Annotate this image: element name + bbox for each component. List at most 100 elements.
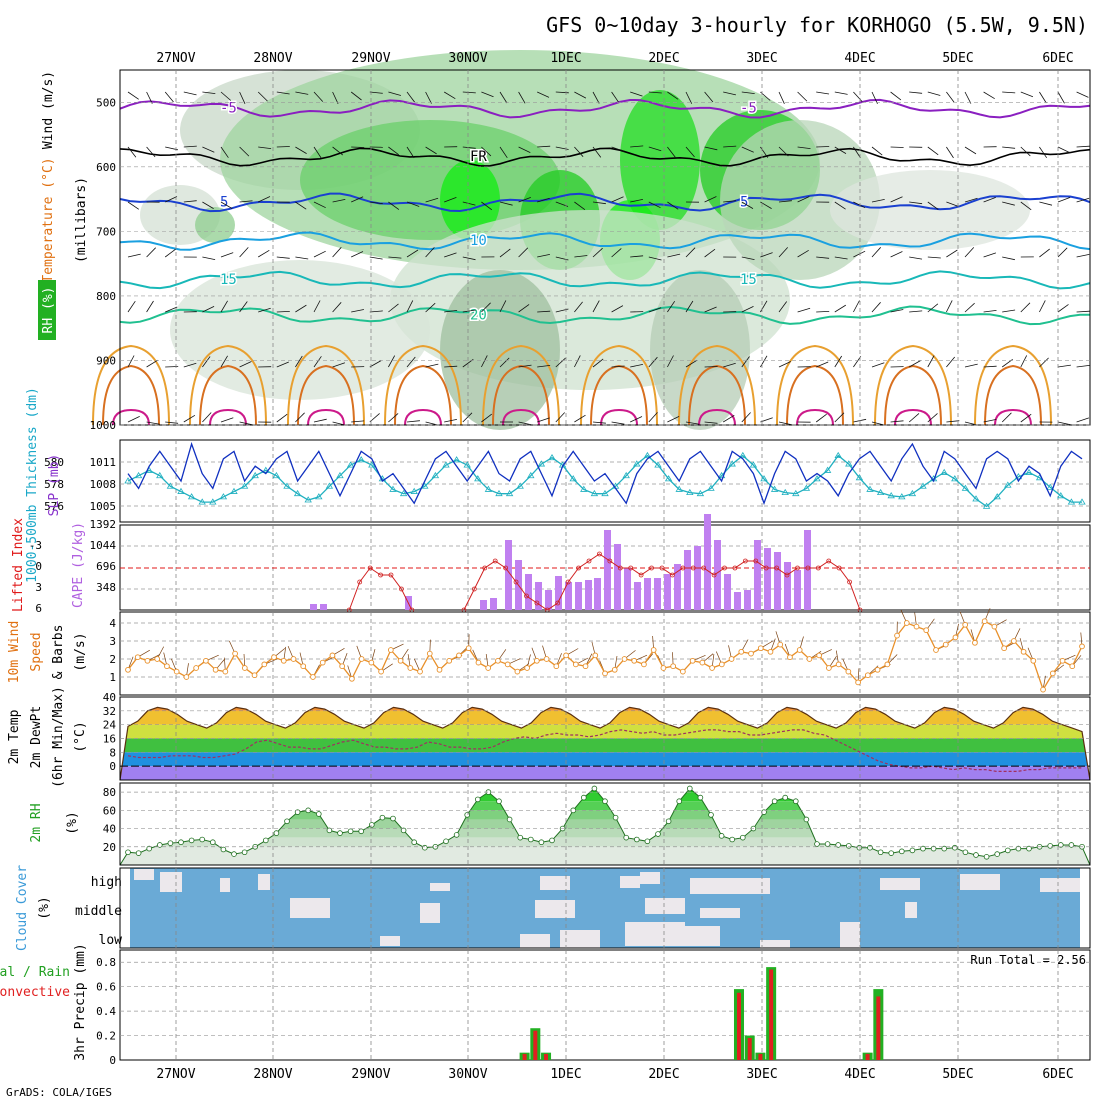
li-line (348, 553, 861, 611)
li-point (565, 579, 571, 585)
isotherm-label: 20 (470, 307, 487, 323)
wind-speed-point (1049, 670, 1056, 677)
rh-point (973, 852, 979, 858)
wind-barb (853, 201, 866, 209)
wind-barb (778, 421, 792, 426)
thickness-point (134, 471, 143, 479)
wind-speed-point (134, 654, 141, 661)
wind-barb (258, 307, 271, 313)
thickness-point (823, 466, 832, 473)
isotherm-label: FR (470, 149, 487, 165)
wind-barb (927, 256, 941, 259)
wind-barb (760, 300, 768, 313)
wind-speed-point (271, 654, 277, 661)
wind-barb (667, 201, 679, 210)
wind-barb (574, 355, 581, 368)
run-total: Run Total = 2.56 (970, 953, 1086, 967)
wind-barb (499, 357, 510, 368)
wind-barb (1057, 247, 1068, 258)
warm-contour (580, 344, 658, 426)
rh-shading (440, 270, 560, 430)
wind-barb (685, 421, 699, 425)
wind-barb (183, 200, 197, 203)
warm-contour (199, 364, 257, 426)
wind-barb (369, 413, 380, 423)
temp-tick: 16 (103, 733, 116, 746)
wind-barb (444, 365, 458, 368)
wind-barb (723, 145, 737, 148)
cape-bar (784, 562, 791, 610)
wind-barb (685, 91, 693, 104)
precipitation-panel: 0.8 0.6 0.4 0.2 0 Run Total = 2.56 Total / Rai… (0, 943, 1091, 1067)
rh-point (347, 828, 354, 835)
date-label-bottom: 1DEC (550, 1067, 581, 1082)
thickness-point (728, 460, 736, 467)
date-label-bottom: 28NOV (253, 1067, 292, 1082)
thickness-point (887, 492, 895, 499)
isotherm-10 (119, 231, 1091, 251)
wind-speed-point (436, 666, 443, 673)
wind-barb (351, 420, 365, 423)
wind-barb (202, 91, 216, 94)
thickness-point (993, 493, 1001, 500)
li-ylabel: Lifted Index (11, 518, 26, 612)
wind-barb (890, 196, 903, 203)
wind-barb (574, 255, 588, 258)
wind-speed-point (232, 650, 238, 657)
thickness-point (1078, 498, 1086, 505)
rh-point (909, 847, 916, 854)
cloud-row-label: low (99, 933, 123, 948)
rh-frame (119, 782, 1091, 866)
wind-barb (816, 91, 830, 95)
wind-speed-point (981, 618, 988, 625)
wind-barb (369, 310, 383, 313)
wind-speed-point (689, 657, 696, 664)
wind-speed-line (127, 620, 1083, 692)
rh-shading (195, 207, 235, 243)
wind-barb (1076, 91, 1089, 98)
wind-barb (239, 146, 250, 157)
li-point (482, 565, 488, 571)
rh-shading (720, 120, 880, 280)
rh-point (708, 812, 714, 818)
wind-barb (797, 196, 810, 203)
wind-barb (239, 421, 253, 426)
cape-bar (684, 550, 691, 610)
wind-barb (369, 360, 382, 368)
warm-contour (600, 408, 638, 426)
cape-bar (604, 530, 611, 610)
warm-contour (384, 344, 462, 426)
temp-ylabel-2: 2m DewPt (29, 706, 44, 769)
rh-point (888, 850, 894, 856)
thickness-point (431, 471, 440, 479)
wind-barb (853, 146, 861, 159)
cloud-frame (119, 867, 1091, 949)
li-point (669, 572, 675, 578)
wind-barb (425, 302, 436, 313)
slp-ylabel: SLP (mb) (47, 454, 62, 517)
rh-point (231, 851, 237, 857)
wind-speed-point (563, 652, 569, 659)
rh-point (400, 827, 407, 834)
wind-barb (741, 306, 754, 313)
thickness-slp-panel: 580 578 576 1011 1008 1005 1000-500mb Thicknes… (25, 387, 1091, 583)
cloud-clear (430, 883, 450, 891)
wind-barb (537, 197, 550, 203)
wind-barb (909, 360, 921, 368)
li-point (607, 558, 613, 564)
rh-point (983, 853, 990, 860)
rh-tick: 20 (103, 841, 116, 854)
wind-barb (220, 91, 232, 101)
wind-barb (499, 146, 508, 159)
wind-barb (406, 91, 416, 103)
wind-barb (499, 91, 508, 104)
wind-barb (630, 145, 644, 148)
rh-point (612, 814, 619, 821)
wind-barb (127, 146, 137, 158)
rh-point (284, 818, 290, 825)
warm-contour (492, 364, 550, 426)
wind-barb (1076, 145, 1090, 148)
wind-barb (518, 197, 531, 203)
wind-barb (369, 256, 383, 260)
rh-point (496, 798, 502, 805)
